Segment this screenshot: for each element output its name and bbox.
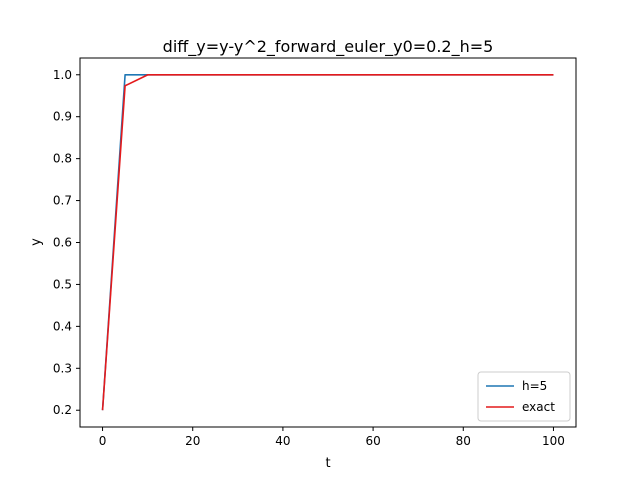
x-tick-label: 100 [542,434,565,448]
x-tick-label: 60 [365,434,380,448]
axes-frame [79,57,577,428]
legend: h=5 exact [477,371,571,422]
y-tick-label: 0.6 [53,236,72,250]
y-tick-label: 0.3 [53,361,72,375]
legend-box [477,371,571,422]
legend-label: exact [522,400,555,414]
y-tick-label: 0.5 [53,277,72,291]
y-tick-label: 0.4 [53,319,72,333]
x-axis-ticks: 0 20 40 60 80 100 [99,427,565,448]
y-tick-label: 0.2 [53,403,72,417]
series-layer [101,73,554,411]
y-tick-label: 1.0 [53,68,72,82]
series-line-1 [101,73,554,411]
y-axis-label: y [29,238,44,246]
y-tick-label: 0.8 [53,152,72,166]
legend-label: h=5 [522,379,547,393]
y-tick-label: 0.9 [53,110,72,124]
x-tick-label: 40 [275,434,290,448]
y-axis-ticks: 0.2 0.3 0.4 0.5 0.6 0.7 0.8 0.9 1.0 [53,68,80,417]
x-axis-label: t [325,456,330,471]
x-tick-label: 20 [185,434,200,448]
y-tick-label: 0.7 [53,194,72,208]
x-tick-label: 0 [99,434,107,448]
x-tick-label: 80 [456,434,471,448]
chart-title: diff_y=y-y^2_forward_euler_y0=0.2_h=5 [163,37,494,57]
